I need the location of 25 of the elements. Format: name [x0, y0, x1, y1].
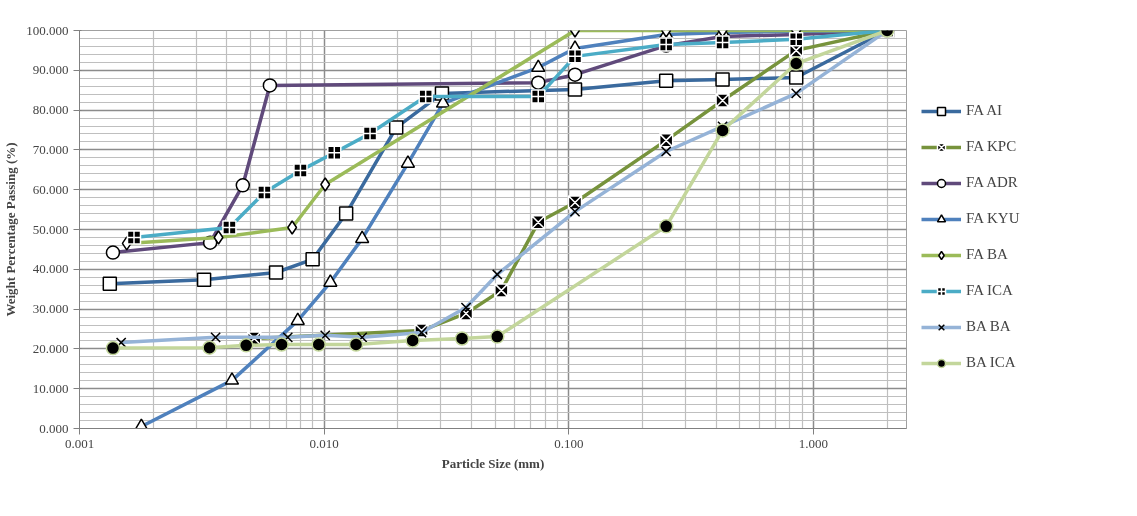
legend-label: FA ICA: [966, 282, 1013, 299]
y-tick-label: 10.000: [32, 380, 69, 396]
x-tick-label: 0.001: [64, 435, 95, 451]
y-tick-label: 20.000: [32, 340, 69, 356]
legend-label: BA BA: [966, 318, 1011, 335]
y-tick-label: 40.000: [32, 261, 69, 277]
legend-label: FA KYU: [966, 210, 1020, 227]
x-tick-label: 0.010: [309, 435, 339, 451]
x-axis-title: Particle Size (mm): [441, 455, 545, 471]
y-tick-label: 90.000: [32, 62, 69, 78]
x-tick-label: 1.000: [798, 435, 829, 451]
y-tick-label: 70.000: [32, 141, 69, 157]
y-tick-label: 100.000: [26, 22, 69, 38]
y-tick-label: 80.000: [32, 102, 69, 118]
y-tick-label: 50.000: [32, 221, 69, 237]
legend-label: FA BA: [966, 246, 1008, 263]
x-tick-label: 0.100: [554, 435, 584, 451]
legend-label: FA KPC: [966, 138, 1017, 155]
y-tick-label: 60.000: [32, 181, 69, 197]
legend-label: FA AI: [966, 102, 1002, 119]
y-axis-title: Weight Percentage Passing (%): [3, 142, 19, 317]
y-tick-label: 0.000: [39, 420, 69, 436]
legend-label: FA ADR: [966, 174, 1018, 191]
legend-label: BA ICA: [966, 354, 1016, 371]
y-tick-label: 30.000: [32, 301, 69, 317]
